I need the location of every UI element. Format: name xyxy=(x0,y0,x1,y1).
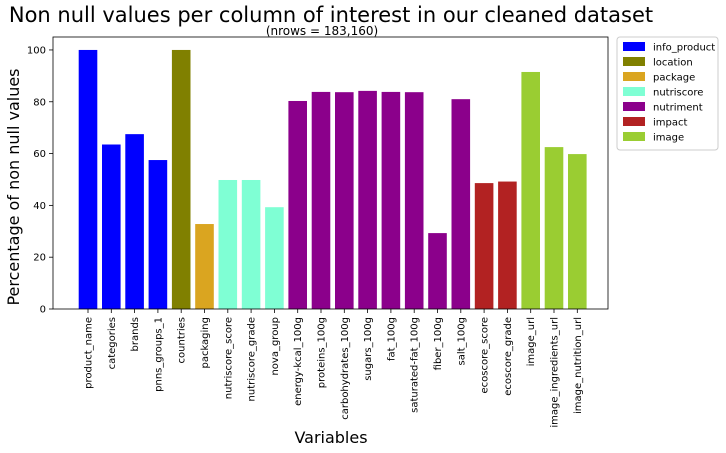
legend-swatch-nutriscore xyxy=(623,87,645,96)
x-tick-label: image_nutrition_url xyxy=(573,317,584,414)
x-tick-label: brands xyxy=(130,317,141,351)
x-tick-label: image_ingredients_url xyxy=(550,317,561,428)
x-tick-label: product_name xyxy=(84,317,95,389)
legend-label-nutriment: nutriment xyxy=(653,103,703,114)
bar-fiber_100g xyxy=(428,233,447,309)
bar-brands xyxy=(125,134,144,309)
x-tick-label: pnns_groups_1 xyxy=(153,317,164,392)
bar-sugars_100g xyxy=(358,90,377,310)
legend-swatch-location xyxy=(623,57,645,66)
legend-swatch-image xyxy=(623,132,645,141)
legend-swatch-impact xyxy=(623,117,645,126)
plot-frame xyxy=(52,36,609,310)
x-tick-label: saturated-fat_100g xyxy=(410,317,421,413)
x-tick-label: fat_100g xyxy=(386,317,397,361)
bar-proteins_100g xyxy=(311,91,331,310)
bar-nutriscore_score xyxy=(218,179,238,309)
bar-fat_100g xyxy=(381,91,401,310)
bar-salt_100g xyxy=(451,99,471,310)
y-tick-label: 80 xyxy=(33,97,46,108)
x-tick-label: salt_100g xyxy=(456,317,467,365)
x-tick-label: fiber_100g xyxy=(433,317,444,370)
y-tick-label: 0 xyxy=(40,305,46,316)
y-tick-label: 100 xyxy=(27,45,46,56)
y-axis-label: Percentage of non null values xyxy=(4,68,23,305)
bar-carbohydrates_100g xyxy=(335,92,354,309)
legend-swatch-info_product xyxy=(623,42,645,51)
legend: info_product location package nutriscore nut… xyxy=(616,36,719,151)
bar-image_nutrition_url xyxy=(568,154,587,309)
bar-packaging xyxy=(195,224,214,309)
x-tick-label: proteins_100g xyxy=(317,317,328,388)
y-tick-label: 20 xyxy=(33,253,46,264)
bar-image_ingredients_url xyxy=(544,147,564,309)
bar-categories xyxy=(102,144,121,309)
bar-energy-kcal_100g xyxy=(288,100,307,309)
bar-image_url xyxy=(521,71,540,309)
x-tick-label: ecoscore_score xyxy=(480,317,491,394)
legend-label-image: image xyxy=(653,133,684,144)
legend-swatch-package xyxy=(623,72,645,81)
x-tick-label: energy-kcal_100g xyxy=(293,317,304,406)
legend-label-package: package xyxy=(653,73,695,84)
bar-nova_group xyxy=(265,207,284,309)
bar-nutriscore_grade xyxy=(241,179,261,309)
x-tick-label: countries xyxy=(177,317,188,363)
chart-subtitle: (nrows = 183,160) xyxy=(266,24,378,38)
legend-label-impact: impact xyxy=(653,118,687,129)
bar-saturated-fat_100g xyxy=(404,92,424,309)
bar-product_name xyxy=(78,49,98,309)
bar-pnns_groups_1 xyxy=(148,160,168,309)
legend-swatch-nutriment xyxy=(623,102,645,111)
x-tick-label: image_url xyxy=(526,317,537,366)
legend-label-location: location xyxy=(653,58,693,69)
legend-label-info_product: info_product xyxy=(653,43,715,54)
y-tick-label: 40 xyxy=(33,201,46,212)
x-tick-label: nutriscore_grade xyxy=(247,317,258,401)
y-tick-label: 60 xyxy=(33,149,46,160)
x-tick-label: packaging xyxy=(200,317,211,369)
legend-label-nutriscore: nutriscore xyxy=(653,88,703,99)
bar-countries xyxy=(171,49,191,309)
bar-ecoscore_grade xyxy=(498,181,517,309)
bars-group xyxy=(78,49,587,310)
x-tick-label: nova_group xyxy=(270,317,281,376)
x-tick-label: sugars_100g xyxy=(363,317,374,381)
x-tick-label: nutriscore_score xyxy=(223,317,234,399)
axes-group: product_name categories brands pnns_groups_… xyxy=(27,36,609,428)
x-tick-label: ecoscore_grade xyxy=(503,317,514,396)
x-tick-label: carbohydrates_100g xyxy=(340,317,351,420)
bar-ecoscore_score xyxy=(474,183,494,309)
chart-title: Non null values per column of interest i… xyxy=(9,3,653,27)
x-axis-label: Variables xyxy=(294,428,367,447)
x-tick-label: categories xyxy=(107,317,118,369)
